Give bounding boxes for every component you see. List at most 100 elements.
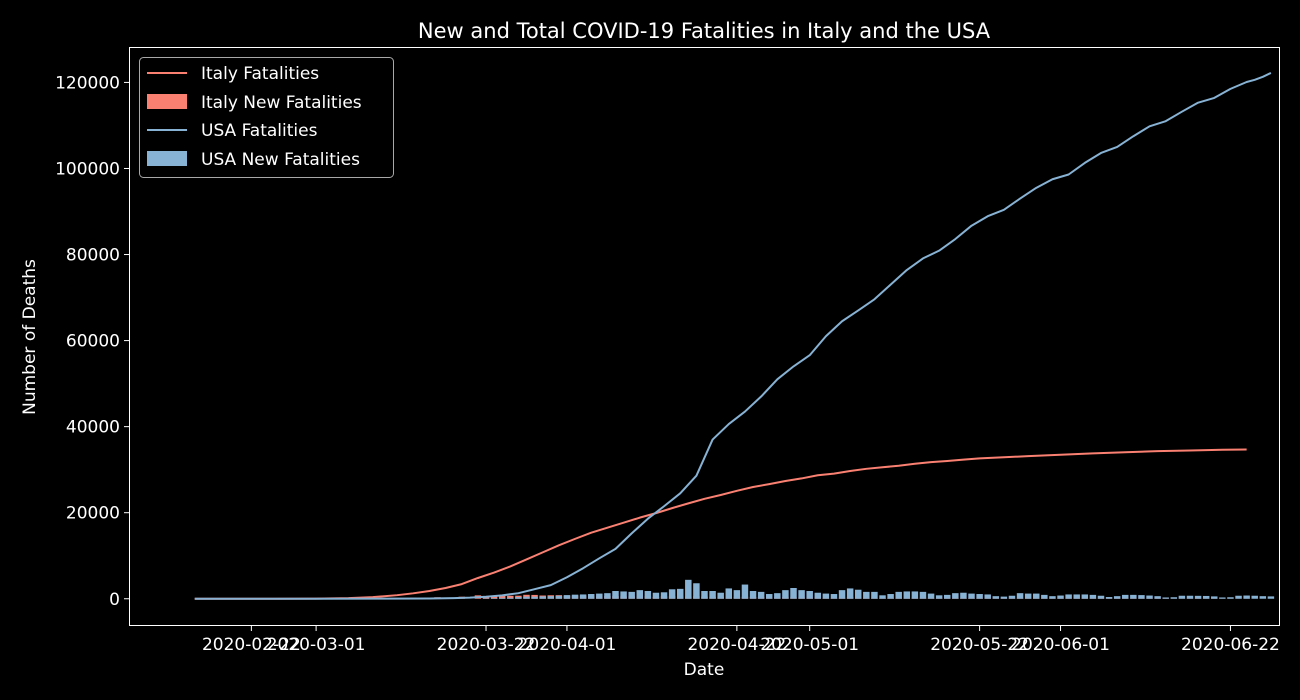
plot-frame xyxy=(129,47,1280,626)
usa-new-fatalities-bar xyxy=(887,594,894,599)
usa-new-fatalities-bar xyxy=(636,590,643,599)
x-tick-label: 2020-03-22 xyxy=(437,635,536,655)
usa-new-fatalities-bar xyxy=(766,594,773,599)
usa-new-fatalities-bar xyxy=(668,589,676,599)
usa-new-fatalities-bar xyxy=(1267,596,1275,599)
usa-new-fatalities-bar xyxy=(628,591,635,599)
usa-new-fatalities-bar xyxy=(563,595,571,599)
italy-fatalities-line xyxy=(194,448,1247,600)
y-axis-label: Number of Deaths xyxy=(20,259,40,415)
usa-new-fatalities-bar xyxy=(587,594,595,599)
usa-new-fatalities-bar xyxy=(757,591,765,599)
usa-new-fatalities-bar xyxy=(927,593,935,599)
usa-new-fatalities-bar xyxy=(1089,594,1097,599)
usa-new-fatalities-bar xyxy=(798,590,805,599)
usa-new-fatalities-bar xyxy=(555,595,563,599)
usa-new-fatalities-bar xyxy=(960,592,967,599)
x-tick-label: 2020-02-22 xyxy=(202,635,301,655)
usa-new-fatalities-bar xyxy=(676,588,684,599)
x-tick-label: 2020-04-01 xyxy=(518,635,617,655)
usa-new-fatalities-bar xyxy=(1000,596,1008,599)
usa-new-fatalities-bar xyxy=(709,591,716,599)
legend-swatch-italy-new-fatalities xyxy=(147,94,187,109)
usa-new-fatalities-bar xyxy=(1105,597,1113,599)
usa-new-fatalities-bar xyxy=(1219,597,1226,599)
usa-new-fatalities-bar xyxy=(1130,594,1137,599)
y-tick-label: 60000 xyxy=(66,332,120,352)
usa-new-fatalities-bar xyxy=(660,592,668,599)
x-tick-label: 2020-05-01 xyxy=(760,635,859,655)
usa-new-fatalities-bar xyxy=(1138,595,1145,599)
usa-new-fatalities-bar xyxy=(838,590,846,599)
usa-new-fatalities-bar xyxy=(935,595,943,599)
usa-new-fatalities-bar xyxy=(855,589,862,599)
usa-new-fatalities-bar xyxy=(895,591,902,599)
usa-new-fatalities-bar xyxy=(1081,594,1089,599)
usa-new-fatalities-bar xyxy=(571,594,579,599)
usa-new-fatalities-bar xyxy=(968,593,975,599)
legend-label-italy-new-fatalities: Italy New Fatalities xyxy=(201,93,362,113)
usa-new-fatalities-bar xyxy=(515,597,522,599)
usa-new-fatalities-bar xyxy=(1122,594,1129,599)
usa-new-fatalities-bar xyxy=(976,594,983,599)
x-tick-label: 2020-06-01 xyxy=(1011,635,1110,655)
usa-new-fatalities-bar xyxy=(725,588,733,599)
usa-new-fatalities-bar xyxy=(1186,595,1194,599)
usa-new-fatalities-bar xyxy=(1194,595,1202,599)
usa-new-fatalities-bar xyxy=(1178,595,1186,599)
usa-new-fatalities-bar xyxy=(984,594,991,599)
usa-new-fatalities-bar xyxy=(482,598,490,599)
usa-new-fatalities-bar xyxy=(1073,594,1080,599)
usa-new-fatalities-bar xyxy=(1162,597,1169,599)
usa-new-fatalities-bar xyxy=(1041,594,1048,599)
usa-new-fatalities-bar xyxy=(1008,595,1016,599)
usa-new-fatalities-bar xyxy=(620,591,627,599)
usa-new-fatalities-bar xyxy=(782,590,789,599)
usa-new-fatalities-bar xyxy=(652,592,660,599)
usa-new-fatalities-bar xyxy=(846,588,854,599)
usa-new-fatalities-bar xyxy=(1057,595,1064,599)
x-tick-label: 2020-04-22 xyxy=(687,635,786,655)
legend-label-usa-new-fatalities: USA New Fatalities xyxy=(201,150,360,170)
usa-new-fatalities-bar xyxy=(604,593,611,599)
italy-new-fatalities-bar xyxy=(498,595,506,599)
x-tick-label: 2020-06-22 xyxy=(1181,635,1280,655)
usa-new-fatalities-bar xyxy=(774,593,781,599)
usa-new-fatalities-bar xyxy=(741,584,749,599)
usa-new-fatalities-bar xyxy=(539,596,546,599)
usa-new-fatalities-bar xyxy=(1202,595,1210,599)
usa-new-fatalities-bar xyxy=(830,594,838,599)
usa-new-fatalities-bar xyxy=(749,591,757,599)
usa-new-fatalities-bar xyxy=(806,591,813,599)
plot-area xyxy=(194,72,1275,600)
usa-new-fatalities-bar xyxy=(1251,595,1258,599)
usa-new-fatalities-bar xyxy=(903,591,911,599)
y-tick-label: 100000 xyxy=(55,159,120,179)
x-tick-label: 2020-03-01 xyxy=(267,635,366,655)
y-tick-label: 20000 xyxy=(66,504,120,524)
usa-fatalities-line xyxy=(194,72,1272,600)
usa-new-fatalities-bar xyxy=(871,591,878,599)
usa-new-fatalities-bar xyxy=(498,597,506,599)
usa-new-fatalities-bar xyxy=(879,595,886,599)
legend-box xyxy=(139,57,394,178)
usa-new-fatalities-bar xyxy=(612,591,619,599)
usa-new-fatalities-bar xyxy=(1033,593,1040,599)
italy-new-fatalities-bar xyxy=(507,595,514,599)
usa-new-fatalities-bar xyxy=(1113,596,1121,599)
usa-new-fatalities-bar xyxy=(1170,597,1178,599)
legend: Italy Fatalities Italy New Fatalities US… xyxy=(139,57,394,178)
usa-new-fatalities-bar xyxy=(523,596,530,599)
legend-label-italy-fatalities: Italy Fatalities xyxy=(201,64,319,84)
usa-new-fatalities-bar xyxy=(911,591,919,599)
usa-new-fatalities-bar xyxy=(822,593,830,599)
x-axis-label: Date xyxy=(684,660,725,680)
usa-new-fatalities-bar xyxy=(490,598,498,599)
y-tick-label: 40000 xyxy=(66,418,120,438)
usa-new-fatalities-bar xyxy=(814,592,822,599)
usa-new-fatalities-bars xyxy=(482,579,1275,599)
italy-new-fatalities-bar xyxy=(490,596,498,599)
chart-title: New and Total COVID-19 Fatalities in Ita… xyxy=(418,19,991,43)
